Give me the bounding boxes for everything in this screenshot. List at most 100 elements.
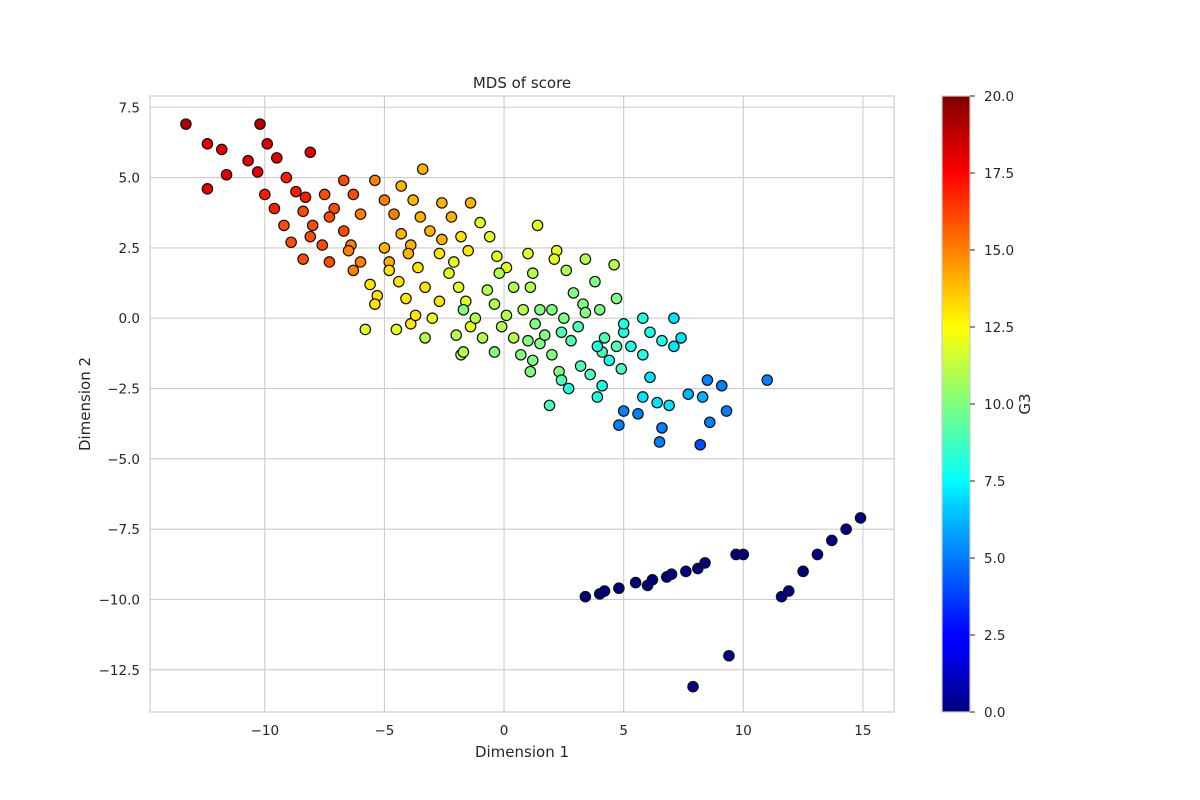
data-point — [687, 680, 699, 693]
data-point — [476, 332, 489, 344]
data-point — [493, 267, 506, 280]
data-point — [515, 348, 527, 361]
data-point — [347, 264, 360, 277]
data-point — [464, 197, 477, 209]
data-point — [555, 326, 568, 339]
data-point — [443, 267, 455, 280]
data-point — [637, 348, 649, 361]
data-point — [522, 247, 534, 260]
data-point — [419, 281, 431, 294]
data-point — [526, 354, 539, 367]
data-point — [524, 365, 537, 378]
data-point — [596, 379, 608, 392]
y-tick-label: −5.0 — [107, 452, 140, 468]
data-point — [433, 247, 446, 260]
data-point — [254, 118, 266, 130]
data-point — [637, 391, 649, 403]
data-point — [354, 256, 367, 268]
y-axis-label: Dimension 2 — [76, 357, 94, 451]
data-point — [668, 312, 680, 325]
data-point — [632, 408, 644, 420]
data-point — [347, 188, 360, 201]
data-point — [318, 188, 331, 201]
x-tick-label: −10 — [251, 723, 280, 739]
data-point — [378, 194, 391, 206]
data-point — [562, 382, 575, 395]
x-axis-label: Dimension 1 — [475, 743, 569, 761]
data-point — [469, 312, 482, 325]
data-point — [613, 582, 625, 595]
data-point — [534, 303, 546, 316]
data-point — [608, 258, 620, 271]
data-point — [297, 205, 309, 218]
data-point — [507, 332, 520, 344]
data-point — [364, 278, 376, 291]
data-point — [546, 348, 558, 361]
data-point — [369, 174, 381, 187]
data-point — [378, 242, 391, 254]
data-point — [567, 287, 580, 299]
data-point — [584, 368, 596, 381]
x-tick-label: 15 — [854, 723, 871, 739]
data-point — [407, 194, 419, 206]
plot-frame — [149, 95, 895, 713]
data-point — [579, 253, 592, 265]
data-point — [419, 332, 431, 344]
data-point — [682, 388, 695, 400]
data-point — [811, 548, 824, 561]
data-point — [651, 396, 663, 409]
y-tick-label: 0.0 — [119, 311, 140, 327]
data-point — [723, 649, 735, 662]
data-point — [675, 332, 687, 344]
data-point — [383, 264, 396, 277]
data-point — [337, 225, 350, 237]
data-point — [280, 171, 293, 184]
data-point — [402, 247, 415, 260]
data-point — [646, 573, 659, 586]
colorbar-tick-label: 12.5 — [984, 320, 1014, 336]
data-point — [680, 565, 692, 578]
data-point — [517, 303, 529, 316]
data-point — [359, 323, 372, 336]
data-point — [457, 346, 470, 358]
data-point — [395, 228, 407, 240]
data-point — [546, 303, 558, 316]
data-point — [617, 405, 630, 417]
data-point — [261, 138, 274, 150]
data-point — [409, 309, 422, 322]
data-point — [840, 523, 852, 535]
data-point — [285, 236, 297, 249]
x-tick-label: −5 — [374, 723, 394, 739]
x-tick-label: 5 — [619, 723, 628, 739]
y-tick-label: 7.5 — [119, 100, 140, 116]
data-point — [400, 292, 412, 305]
data-point — [610, 292, 623, 305]
data-point — [388, 208, 400, 220]
data-point — [491, 250, 503, 263]
colorbar-tick-label: 15.0 — [984, 243, 1014, 259]
colorbar-tick-label: 17.5 — [984, 166, 1014, 182]
chart-title: MDS of score — [473, 74, 571, 92]
data-point — [412, 261, 424, 274]
data-point — [668, 340, 680, 353]
data-point — [304, 230, 317, 243]
data-point — [696, 391, 709, 403]
data-point — [259, 188, 271, 201]
data-point — [699, 557, 711, 569]
data-point — [354, 208, 367, 220]
scatter-points — [180, 118, 867, 693]
colorbar-ticks: 20.0 17.5 15.0 12.5 10.0 7.5 5.0 2.5 0.0 — [970, 89, 1014, 721]
data-point — [395, 180, 407, 192]
data-point — [598, 585, 611, 597]
data-point — [579, 590, 592, 603]
data-point — [665, 568, 678, 580]
colorbar-tick-label: 7.5 — [984, 474, 1005, 490]
data-point — [278, 219, 290, 232]
y-axis-ticks: 7.5 5.0 2.5 0.0 −2.5 −5.0 −7.5 −10.0 −12.5 — [99, 100, 140, 679]
data-point — [610, 340, 623, 353]
data-point — [201, 183, 214, 195]
y-tick-label: −10.0 — [99, 592, 140, 608]
data-point — [220, 168, 233, 181]
data-point — [416, 163, 429, 175]
data-point — [560, 264, 573, 277]
